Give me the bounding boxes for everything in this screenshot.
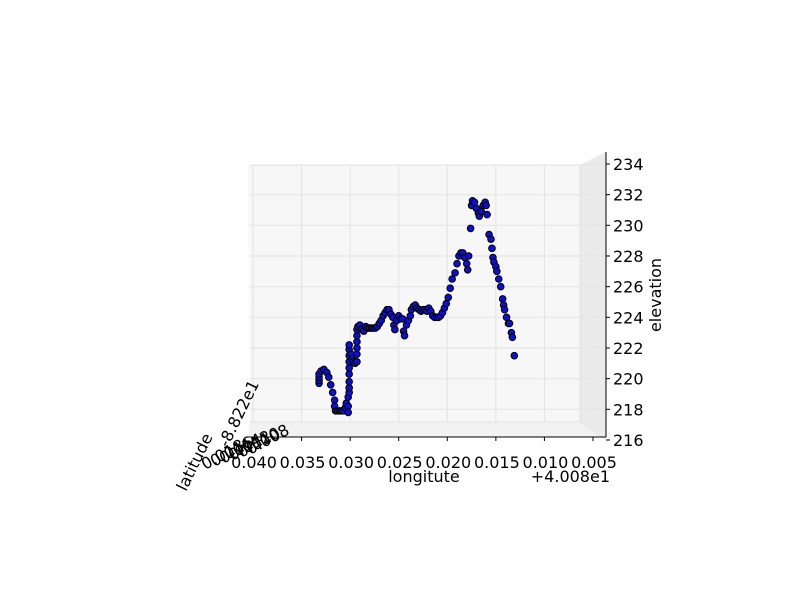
scatter-point	[498, 295, 507, 303]
scatter-point	[505, 319, 514, 328]
x-offset-label: +4.008e1	[531, 467, 610, 486]
z-tick-label: 232	[613, 186, 644, 205]
scatter-point	[494, 275, 503, 283]
scatter-point	[345, 341, 353, 349]
scatter-point	[464, 252, 473, 260]
scatter-point	[391, 325, 399, 334]
scatter-point	[483, 210, 491, 219]
scatter-point	[345, 370, 353, 378]
scatter-point	[324, 373, 333, 381]
scatter-point	[353, 350, 361, 358]
scatter-point	[463, 266, 472, 274]
x-tick-label: 0.025	[377, 453, 423, 472]
scatter-point	[493, 267, 501, 276]
scatter-point	[353, 338, 361, 346]
x-tick-label: 0.040	[231, 453, 277, 472]
scatter-point	[444, 293, 453, 302]
scatter-point	[446, 284, 455, 293]
x-tick-labels: 0.040 0.035 0.030 0.025 0.020 0.015 0.010 0.005	[231, 437, 617, 472]
scatter-point	[345, 364, 353, 372]
z-tick-label: 222	[613, 339, 644, 358]
scatter-point	[500, 305, 509, 314]
scatter-point	[406, 312, 415, 320]
scatter-point	[482, 201, 490, 210]
back-pane	[248, 165, 580, 422]
x-tick-label: 0.015	[474, 453, 520, 472]
z-tick-label: 228	[613, 247, 644, 266]
floor-pane	[248, 422, 606, 437]
z-axis-label: elevation	[646, 258, 665, 332]
scatter-point	[488, 244, 496, 253]
scatter-point	[344, 408, 353, 417]
z-tick-label: 234	[613, 155, 644, 174]
z-tick-label: 218	[613, 400, 644, 419]
scatter-point	[470, 198, 479, 207]
x-tick-label: 0.035	[280, 453, 326, 472]
x-tick-label: 0.005	[571, 453, 617, 472]
scatter-point	[453, 259, 461, 268]
x-tick-label: 0.020	[425, 453, 471, 472]
x-tick-label: 0.030	[328, 453, 374, 472]
scatter-point	[487, 235, 495, 243]
scatter-point	[442, 299, 451, 308]
z-side-grid-line	[579, 421, 607, 440]
scatter-point	[496, 282, 505, 291]
scatter-point	[353, 331, 361, 340]
z-tick-labels: 216 218 220 222 224 226 228 230 232 234	[606, 155, 644, 450]
scatter-point	[344, 402, 353, 411]
scatter-point	[400, 331, 409, 340]
x-axis-label: longitute	[388, 467, 460, 486]
z-tick-label: 216	[613, 431, 644, 450]
z-tick-label: 224	[613, 308, 644, 327]
grid-lines	[250, 153, 607, 440]
scatter-point	[328, 388, 337, 397]
scatter-point	[326, 381, 335, 389]
scatter-point	[345, 377, 353, 386]
scatter-point	[330, 396, 339, 404]
z-tick-label: 226	[613, 278, 644, 297]
scatter-point	[451, 269, 459, 277]
scatter-point	[462, 259, 471, 268]
scatter-point	[466, 224, 475, 233]
scatter-point	[353, 358, 361, 366]
z-tick-label: 230	[613, 216, 644, 235]
z-tick-label: 220	[613, 370, 644, 389]
scatter-point	[345, 384, 353, 392]
scatter-point	[448, 275, 456, 283]
scatter-point	[508, 333, 517, 342]
scatter-points	[315, 197, 519, 417]
scatter-point	[353, 344, 361, 352]
scatter-point	[510, 351, 519, 360]
axes	[248, 152, 607, 438]
scatter-point	[502, 313, 511, 322]
x-tick-label: 0.010	[523, 453, 569, 472]
side-pane	[580, 152, 606, 437]
